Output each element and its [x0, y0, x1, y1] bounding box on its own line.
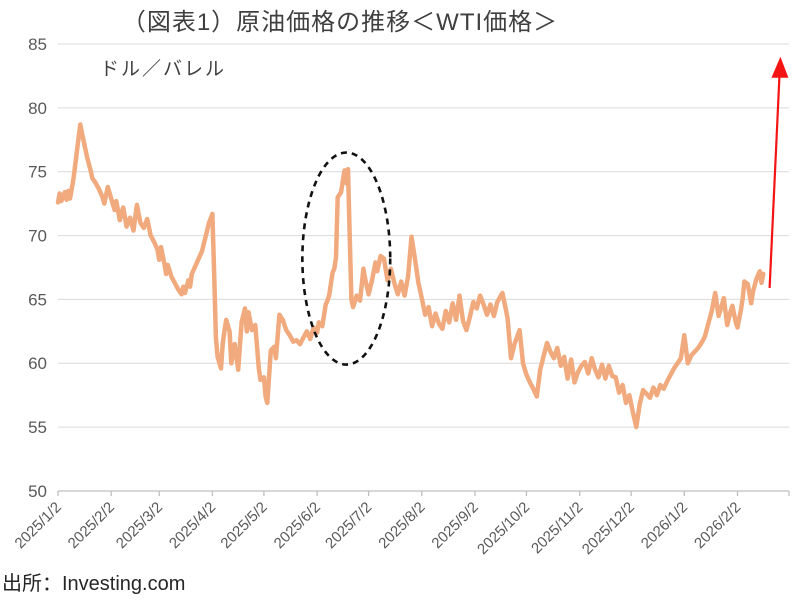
- y-tick-label: 65: [28, 290, 47, 309]
- x-tick-label: 2025/6/2: [271, 499, 324, 552]
- x-tick-label: 2026/1/2: [638, 499, 691, 552]
- chart-title: （図表1）原油価格の推移＜WTI価格＞: [121, 9, 559, 36]
- x-tick-label: 2025/12/2: [579, 499, 638, 558]
- trend-arrow-head: [771, 56, 789, 78]
- y-tick-label: 75: [28, 163, 47, 182]
- x-tick-label: 2025/5/2: [217, 499, 270, 552]
- price-line: [55, 122, 766, 430]
- x-tick-label: 2025/7/2: [322, 499, 375, 552]
- x-tick-label: 2025/1/2: [12, 499, 65, 552]
- y-tick-label: 85: [28, 35, 47, 54]
- x-tick-label: 2026/2/2: [691, 499, 744, 552]
- x-tick-label: 2025/3/2: [113, 499, 166, 552]
- y-axis-unit-label: ドル／バレル: [100, 59, 227, 80]
- y-tick-label: 55: [28, 418, 47, 437]
- x-tick-label: 2025/11/2: [528, 499, 586, 557]
- x-tick-label: 2025/2/2: [65, 499, 118, 552]
- highlight-ellipse: [301, 151, 392, 366]
- y-tick-label: 50: [28, 482, 47, 501]
- y-tick-label: 60: [28, 354, 47, 373]
- x-tick-label: 2025/9/2: [428, 499, 481, 552]
- x-tick-label: 2025/8/2: [375, 499, 428, 552]
- y-tick-label: 70: [28, 227, 47, 246]
- x-tick-label: 2025/4/2: [166, 499, 219, 552]
- x-tick-label: 2025/10/2: [474, 499, 533, 558]
- y-tick-label: 80: [28, 99, 47, 118]
- trend-arrow-shaft: [768, 76, 781, 288]
- source-note: 出所：Investing.com: [2, 573, 186, 595]
